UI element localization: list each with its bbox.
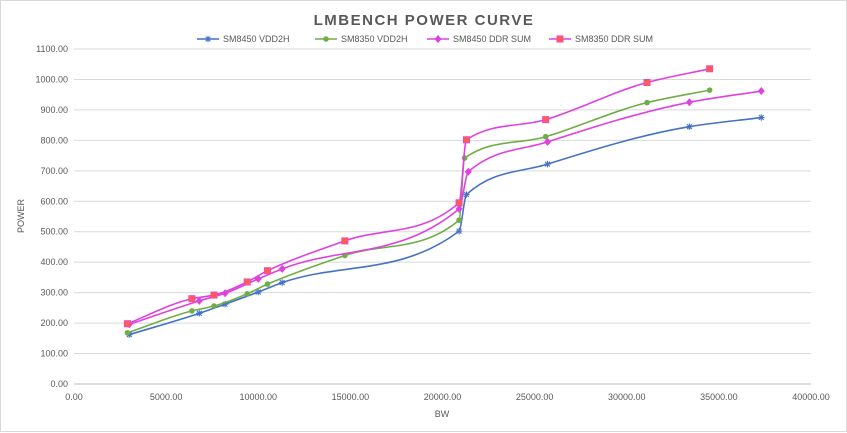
data-point [455,227,463,235]
data-point [211,303,217,309]
data-point [464,167,472,176]
x-tick-label: 5000.00 [150,392,183,402]
x-tick-label: 0.00 [65,392,83,402]
data-point [195,296,203,305]
data-point [706,65,714,73]
y-tick-label: 900.00 [40,105,68,115]
legend: SM8450 VDD2H SM8350 VDD2H SM8450 DDR SUM SM… [197,34,653,44]
y-tick-label: 300.00 [40,288,68,298]
data-point [455,199,463,207]
data-point [244,291,250,297]
legend-marker [434,35,442,43]
data-point [758,114,765,121]
data-point [341,237,349,245]
data-point [685,98,693,107]
legend-marker [556,35,564,43]
data-point [279,279,286,286]
y-tick-label: 1100.00 [36,44,68,54]
y-axis-title: POWER [16,199,26,234]
y-tick-label: 600.00 [40,196,68,206]
data-point [643,79,651,87]
series-layer [123,65,765,338]
data-point [255,288,262,296]
x-tick-label: 35000.00 [700,392,738,402]
y-tick-label: 500.00 [40,227,68,237]
data-point [278,264,286,273]
x-axis-title: BW [435,409,450,419]
data-point [210,291,218,299]
data-point [243,278,251,286]
data-point [542,116,550,124]
data-point [264,281,271,287]
legend-marker [323,36,329,42]
legend-label: SM8350 VDD2H [341,34,408,44]
gridlines [74,48,811,385]
data-point [463,191,470,198]
y-tick-label: 0.00 [50,379,68,389]
data-point [644,99,650,106]
data-point [544,137,552,146]
x-tick-label: 30000.00 [608,392,646,402]
x-tick-label: 15000.00 [332,392,370,402]
data-point [189,308,195,314]
y-tick-label: 1000.00 [35,74,68,84]
series-line [129,116,762,336]
y-tick-label: 800.00 [40,135,68,145]
data-point [542,133,549,140]
legend-label: SM8450 VDD2H [223,34,290,44]
y-tick-label: 100.00 [40,349,68,359]
data-point [196,310,203,317]
data-point [263,267,271,275]
data-point [456,217,462,223]
x-tick-label: 20000.00 [424,392,462,402]
legend-marker [204,35,212,43]
axes: 0.00 100.00 200.00 300.00 400.00 500.00 600.00… [35,44,829,402]
data-point [686,123,693,130]
chart-title: LMBENCH POWER CURVE [314,12,535,29]
x-tick-label: 10000.00 [239,392,277,402]
x-tick-label: 40000.00 [792,392,830,402]
y-tick-label: 400.00 [40,257,68,267]
data-point [188,295,196,303]
series-4 [123,65,714,328]
y-tick-label: 200.00 [40,318,68,328]
data-point [455,204,463,213]
legend-item: SM8450 VDD2H [197,34,290,44]
data-point [462,136,470,144]
data-point [706,87,713,93]
data-point [544,160,551,168]
data-point [757,87,765,96]
legend-item: SM8450 DDR SUM [427,34,531,44]
series-line [127,68,710,325]
series-line [129,90,762,326]
data-point [124,330,131,336]
y-tick-label: 700.00 [40,166,68,176]
x-tick-label: 25000.00 [516,392,554,402]
data-point [221,301,229,308]
legend-label: SM8350 DDR SUM [575,34,653,44]
legend-label: SM8450 DDR SUM [453,34,531,44]
data-point [123,320,131,328]
legend-item: SM8350 VDD2H [315,34,408,44]
legend-item: SM8350 DDR SUM [549,34,653,44]
